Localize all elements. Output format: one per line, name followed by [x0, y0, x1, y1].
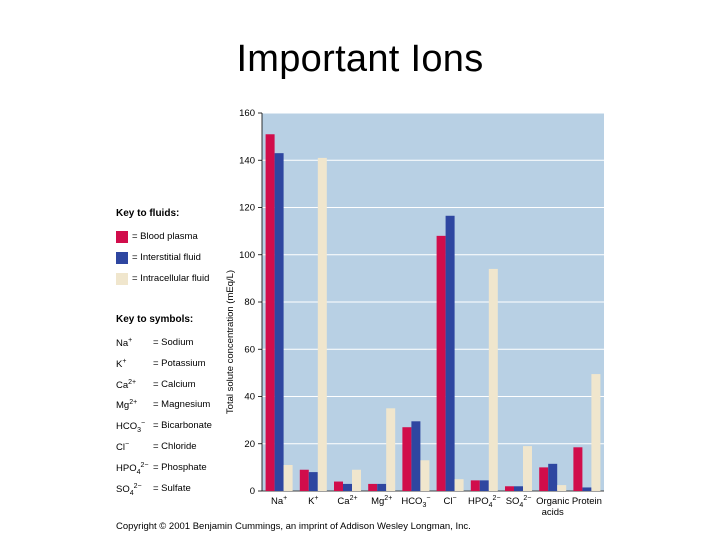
- x-tick-label: SO42−: [506, 495, 532, 509]
- bar-intracellular-fluid: [352, 469, 361, 491]
- bar-blood-plasma: [334, 481, 343, 491]
- x-tick-label: Mg2+: [371, 495, 392, 507]
- symbol-key-meaning: = Sodium: [153, 337, 194, 348]
- symbol-key-meaning: = Sulfate: [153, 482, 191, 494]
- x-tick-label: K+: [308, 495, 318, 507]
- bar-interstitial-fluid: [582, 487, 592, 491]
- x-tick-label: HCO3−: [401, 495, 430, 509]
- fluids-key-heading: Key to fluids:: [116, 208, 180, 219]
- y-tick-label: 140: [239, 155, 255, 166]
- swatch-blood-plasma: [116, 231, 128, 243]
- bar-interstitial-fluid: [308, 472, 318, 491]
- x-tick-label: Cl−: [444, 495, 457, 507]
- symbol-key-symbol: HPO42−: [116, 461, 149, 476]
- bar-intracellular-fluid: [386, 408, 396, 491]
- bar-interstitial-fluid: [479, 480, 489, 491]
- symbol-key-meaning: = Chloride: [153, 441, 197, 452]
- y-tick-label: 0: [250, 486, 255, 497]
- y-axis-label: Total solute concentration (mEq/L): [225, 270, 236, 414]
- bar-intracellular-fluid: [317, 157, 327, 491]
- symbol-key-symbol: Cl−: [116, 441, 130, 454]
- bar-blood-plasma: [368, 483, 378, 491]
- bar-blood-plasma: [505, 486, 514, 491]
- symbol-key-symbol: K+: [116, 357, 127, 370]
- x-tick-label-line2: acids: [542, 507, 564, 518]
- bar-blood-plasma: [436, 235, 446, 491]
- y-tick-label: 20: [244, 439, 255, 450]
- bar-intracellular-fluid: [523, 446, 532, 491]
- swatch-intracellular-fluid: [116, 273, 128, 285]
- bar-intracellular-fluid: [591, 374, 601, 491]
- symbols-key-heading: Key to symbols:: [116, 314, 194, 325]
- bar-blood-plasma: [539, 467, 549, 491]
- y-tick-label: 60: [244, 344, 255, 355]
- y-tick-label: 100: [239, 250, 255, 261]
- bar-blood-plasma: [470, 480, 480, 491]
- bar-intracellular-fluid: [283, 465, 293, 491]
- bar-intracellular-fluid: [557, 485, 567, 491]
- fluid-key-label: = Intracellular fluid: [132, 273, 210, 284]
- bar-blood-plasma: [299, 469, 309, 491]
- symbol-key-meaning: = Magnesium: [153, 399, 211, 411]
- bar-interstitial-fluid: [548, 463, 558, 491]
- slide-title: Important Ions: [236, 38, 484, 80]
- symbol-key-meaning: = Potassium: [153, 357, 206, 369]
- symbol-key-symbol: Na+: [116, 337, 133, 350]
- bar-interstitial-fluid: [274, 153, 284, 491]
- y-tick-label: 40: [244, 392, 255, 403]
- x-tick-label: Protein: [572, 496, 602, 507]
- fluid-key-label: = Interstitial fluid: [132, 252, 201, 263]
- symbol-key-meaning: = Bicarbonate: [153, 420, 212, 432]
- bar-intracellular-fluid: [488, 268, 498, 491]
- symbol-key-meaning: = Phosphate: [153, 461, 207, 473]
- y-tick-label: 120: [239, 203, 255, 214]
- bar-interstitial-fluid: [514, 486, 523, 491]
- symbol-key-symbol: Mg2+: [116, 399, 138, 412]
- y-tick-label: 80: [244, 297, 255, 308]
- symbol-key-symbol: SO42−: [116, 482, 142, 497]
- swatch-interstitial-fluid: [116, 252, 128, 264]
- bar-blood-plasma: [402, 427, 412, 491]
- symbol-key-symbol: HCO3−: [116, 420, 146, 435]
- symbol-key-symbol: Ca2+: [116, 378, 137, 391]
- bar-interstitial-fluid: [343, 483, 352, 491]
- bar-intracellular-fluid: [454, 479, 464, 491]
- y-tick-label: 160: [239, 108, 255, 119]
- x-tick-label: Na+: [271, 495, 287, 507]
- bar-interstitial-fluid: [445, 215, 455, 492]
- bar-blood-plasma: [573, 447, 583, 491]
- symbol-key-meaning: = Calcium: [153, 378, 196, 390]
- bar-intracellular-fluid: [420, 460, 430, 491]
- x-tick-label: Ca2+: [337, 495, 357, 507]
- bar-interstitial-fluid: [411, 421, 421, 491]
- x-tick-label: HPO42−: [468, 495, 500, 509]
- copyright-notice: Copyright © 2001 Benjamin Cummings, an i…: [116, 521, 471, 532]
- bar-interstitial-fluid: [377, 483, 387, 491]
- fluid-key-label: = Blood plasma: [132, 231, 198, 242]
- bar-blood-plasma: [265, 134, 275, 491]
- x-tick-label: Organic: [536, 496, 570, 507]
